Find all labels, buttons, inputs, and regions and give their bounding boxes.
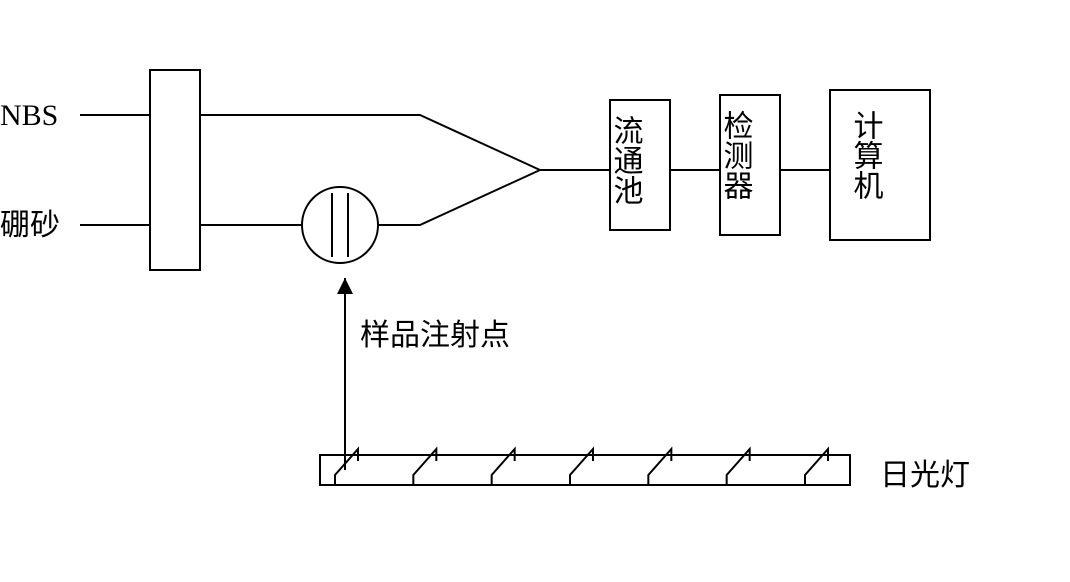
computer-label: 计算机: [849, 110, 884, 200]
channel-bot-b: [378, 170, 540, 225]
channel-top: [200, 115, 540, 170]
injection-valve: [302, 187, 378, 263]
pump-block: [150, 70, 200, 270]
flow-diagram: NBS 硼砂 流通池 检测器 计算机样品注射点日光灯: [0, 0, 1070, 582]
injection-label: 样品注射点: [360, 319, 510, 352]
flow-cell-label: 流通池: [609, 115, 643, 205]
injection-arrow-head: [337, 278, 353, 294]
detector-label: 检测器: [719, 110, 754, 200]
input-bottom-label: 硼砂: [0, 209, 60, 242]
input-top-label: NBS: [0, 99, 58, 132]
lamp-label: 日光灯: [880, 459, 970, 492]
